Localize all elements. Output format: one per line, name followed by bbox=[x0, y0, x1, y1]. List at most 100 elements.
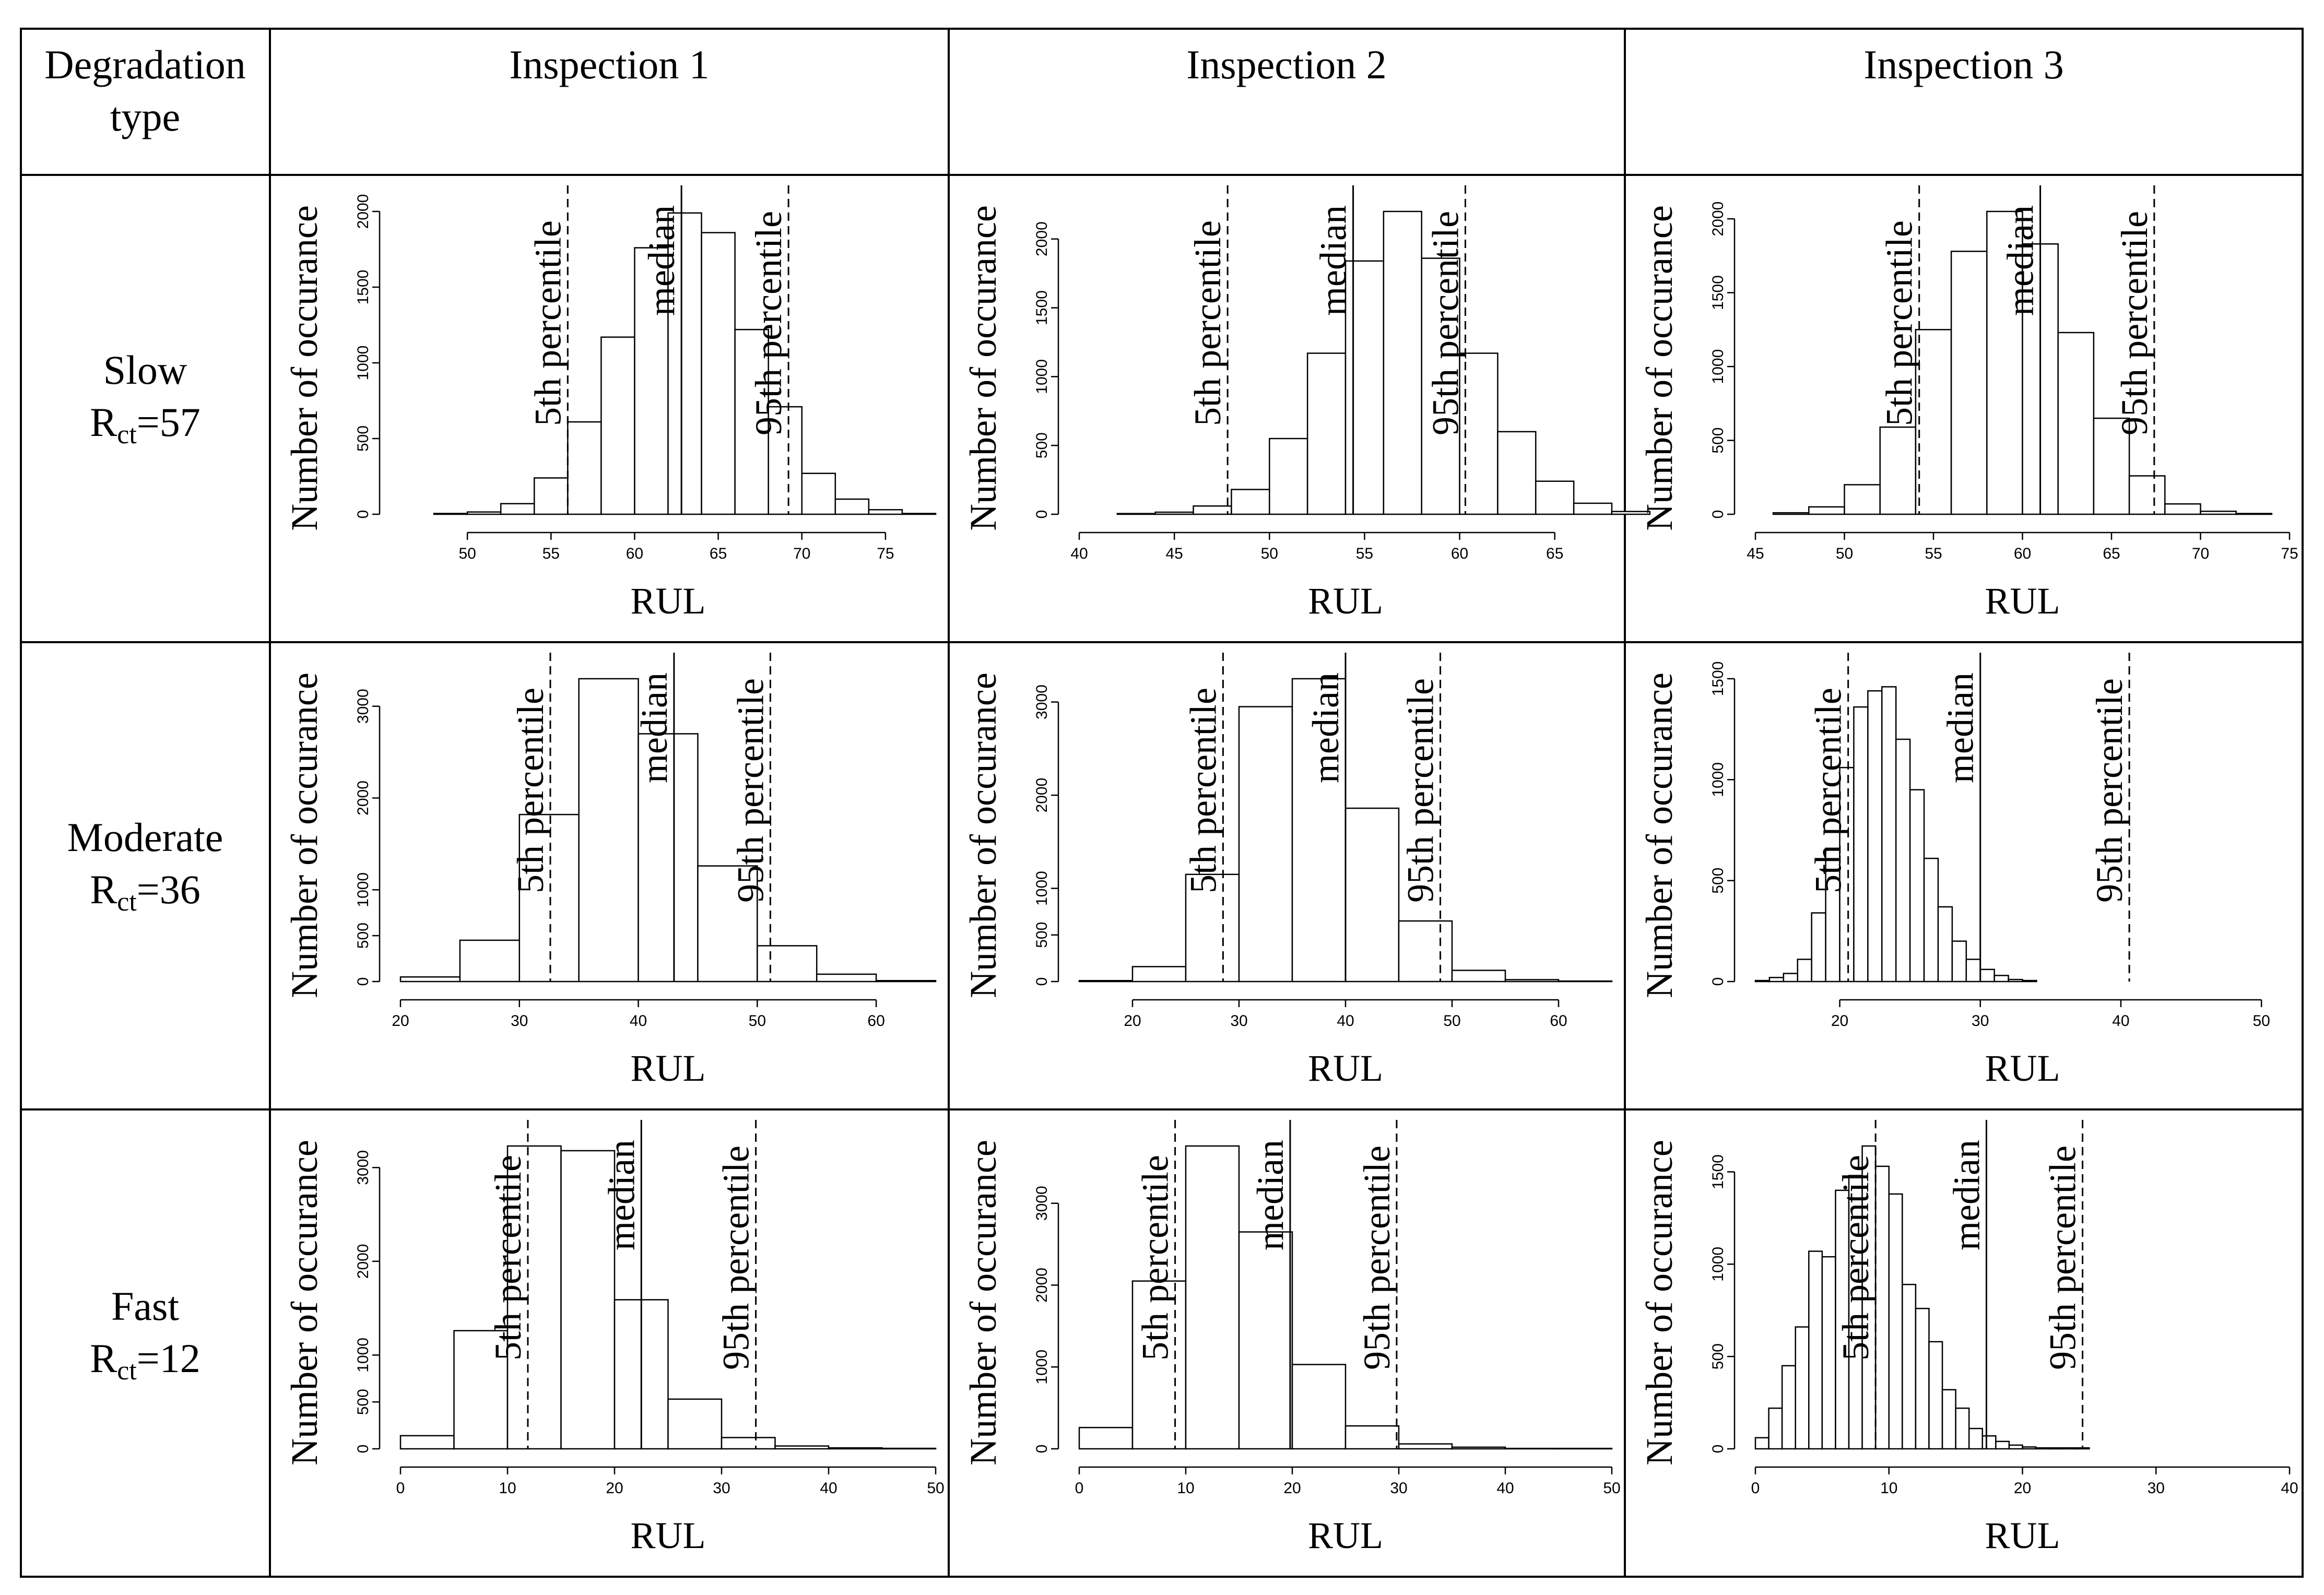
x-tick-label: 40 bbox=[2281, 1480, 2298, 1497]
y-tick-label: 0 bbox=[1709, 1445, 1727, 1454]
histogram-bar bbox=[1451, 1446, 1506, 1450]
y-axis-title: Number of occurance bbox=[284, 205, 325, 531]
y-tick-label: 0 bbox=[1709, 977, 1727, 986]
y-tick-label: 1500 bbox=[1709, 661, 1727, 696]
y-tick-label: 1000 bbox=[355, 872, 372, 907]
95th-percentile-label: 95th percentile bbox=[1400, 678, 1442, 903]
histogram-bar bbox=[1821, 1256, 1836, 1450]
histogram-bar bbox=[560, 1150, 616, 1450]
histogram-bar bbox=[721, 1437, 776, 1450]
y-tick-label: 1500 bbox=[1709, 275, 1727, 310]
95th-percentile-label: 95th percentile bbox=[1425, 211, 1467, 435]
histogram-bar bbox=[1573, 502, 1613, 515]
x-tick-label: 50 bbox=[458, 545, 476, 562]
histogram-bar bbox=[757, 945, 818, 983]
histogram-fast-inspection-2: 0 1000 2000 3000 0 10 20 30 40 50 RUL Number of occ… bbox=[962, 1120, 1621, 1556]
rct-subscript: ct bbox=[117, 887, 137, 917]
histogram-bar bbox=[1504, 979, 1560, 983]
histogram-bar bbox=[1535, 480, 1575, 515]
histogram-slow-inspection-1: 0 500 1000 1500 2000 50 55 60 65 70 75 RUL Number of… bbox=[284, 185, 937, 622]
rct-value: =57 bbox=[137, 399, 200, 445]
histogram-bar bbox=[506, 1145, 562, 1450]
x-tick-label: 0 bbox=[1075, 1480, 1084, 1497]
histogram-fast-inspection-3: 0 500 1000 1500 0 10 20 30 40 RUL Number of occura… bbox=[1638, 1120, 2298, 1556]
y-tick-label: 0 bbox=[1033, 977, 1051, 986]
median-label: median bbox=[641, 205, 682, 316]
y-tick-label: 2000 bbox=[1033, 778, 1051, 813]
5th-percentile-label: 5th percentile bbox=[487, 1155, 529, 1361]
histogram-bar bbox=[1291, 678, 1347, 983]
x-tick-label: 75 bbox=[877, 545, 894, 562]
y-tick-label: 2000 bbox=[1709, 202, 1727, 237]
histogram-bar bbox=[2057, 332, 2095, 515]
x-axis-title: RUL bbox=[631, 1047, 706, 1089]
histogram-bar bbox=[1881, 686, 1897, 983]
x-tick-label: 60 bbox=[626, 545, 643, 562]
histogram-bar bbox=[1861, 1145, 1877, 1450]
column-header-inspection-3: Inspection 3 bbox=[1863, 42, 2063, 87]
y-axis-title: Number of occurance bbox=[1638, 1140, 1680, 1466]
histogram-bar bbox=[1383, 210, 1422, 515]
histogram-bar bbox=[1754, 1437, 1769, 1450]
histogram-bar bbox=[1965, 959, 1981, 983]
95th-percentile-label: 95th percentile bbox=[2114, 211, 2155, 435]
histogram-bar bbox=[1895, 738, 1911, 983]
histogram-bar bbox=[1951, 940, 1967, 983]
histogram-bar bbox=[768, 406, 803, 515]
histogram-bar bbox=[2093, 417, 2130, 515]
x-tick-label: 45 bbox=[1165, 545, 1183, 562]
y-tick-label: 1000 bbox=[1709, 349, 1727, 384]
y-tick-label: 500 bbox=[1033, 432, 1051, 458]
histogram-bar bbox=[1888, 1193, 1903, 1450]
histogram-bar bbox=[1993, 975, 2009, 983]
y-tick-label: 0 bbox=[355, 977, 372, 986]
y-tick-label: 0 bbox=[1709, 510, 1727, 519]
y-tick-label: 500 bbox=[1709, 1343, 1727, 1369]
x-tick-label: 65 bbox=[2103, 545, 2120, 562]
histogram-bar bbox=[518, 813, 580, 983]
x-tick-label: 75 bbox=[2281, 545, 2298, 562]
x-tick-label: 40 bbox=[630, 1012, 647, 1030]
table-grid-lines bbox=[20, 28, 2304, 1578]
y-tick-label: 1000 bbox=[1033, 1350, 1051, 1385]
y-tick-label: 0 bbox=[355, 1445, 372, 1454]
x-tick-label: 65 bbox=[710, 545, 727, 562]
y-tick-label: 2000 bbox=[355, 194, 372, 229]
rct-subscript: ct bbox=[117, 420, 137, 450]
histogram-slow-inspection-3: 0 500 1000 1500 2000 45 50 55 60 65 70 75 RUL Number … bbox=[1638, 185, 2298, 622]
histogram-bar bbox=[1955, 1407, 1970, 1450]
y-tick-label: 500 bbox=[355, 923, 372, 949]
median-label: median bbox=[600, 1140, 642, 1250]
histogram-bar bbox=[774, 1445, 830, 1450]
95th-percentile-label: 95th percentile bbox=[729, 678, 771, 903]
x-tick-label: 30 bbox=[1390, 1480, 1407, 1497]
x-tick-label: 60 bbox=[1550, 1012, 1567, 1030]
median-label: median bbox=[1249, 1140, 1291, 1250]
histogram-bar bbox=[1344, 260, 1385, 515]
x-axis-title: RUL bbox=[631, 1515, 706, 1556]
histogram-bar bbox=[1902, 1283, 1917, 1450]
y-tick-label: 1500 bbox=[355, 270, 372, 305]
histogram-bar bbox=[1795, 1326, 1810, 1450]
y-axis-title: Number of occurance bbox=[284, 672, 325, 998]
x-tick-label: 40 bbox=[1337, 1012, 1354, 1030]
histogram-bar bbox=[2164, 503, 2201, 515]
rct-value: =36 bbox=[137, 867, 200, 912]
histogram-bar bbox=[459, 939, 521, 983]
histogram-slow-inspection-2: 0 500 1000 1500 2000 40 45 50 55 60 65 RUL Number of… bbox=[962, 185, 1651, 622]
histogram-bar bbox=[567, 421, 602, 515]
rct-base: R bbox=[90, 867, 117, 912]
y-tick-label: 3000 bbox=[355, 1150, 372, 1185]
y-tick-label: 1500 bbox=[1709, 1154, 1727, 1189]
x-tick-label: 50 bbox=[1261, 545, 1278, 562]
histogram-bar bbox=[1909, 789, 1925, 983]
y-axis-title: Number of occurance bbox=[1638, 672, 1680, 998]
y-tick-label: 1000 bbox=[355, 1338, 372, 1373]
y-tick-label: 1000 bbox=[1709, 1247, 1727, 1282]
y-tick-label: 0 bbox=[1033, 510, 1051, 519]
histogram-bar bbox=[1928, 1341, 1943, 1450]
histogram-bar bbox=[1874, 1165, 1890, 1450]
histogram-moderate-inspection-3: 0 500 1000 1500 20 30 40 50 RUL Number of occuran… bbox=[1638, 653, 2270, 1089]
x-tick-label: 65 bbox=[1546, 545, 1563, 562]
